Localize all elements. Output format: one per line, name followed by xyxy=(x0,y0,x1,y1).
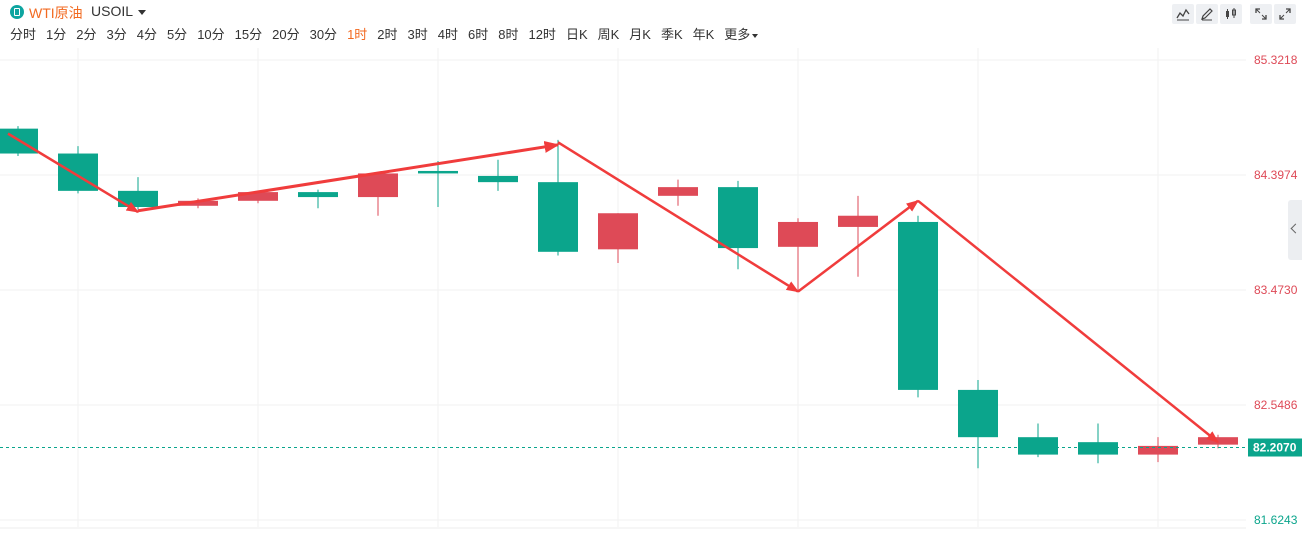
candle-body xyxy=(598,213,638,250)
symbol-code[interactable]: USOIL xyxy=(91,3,134,19)
candle-body xyxy=(238,192,278,201)
chevron-down-icon xyxy=(752,33,759,38)
period-tab[interactable]: 8时 xyxy=(498,27,519,42)
candle-body xyxy=(538,182,578,252)
period-tab[interactable]: 周K xyxy=(597,27,620,42)
period-tab[interactable]: 月K xyxy=(629,27,651,42)
period-tab[interactable]: 日K xyxy=(565,27,588,42)
candle-body xyxy=(1138,445,1178,455)
fullscreen-icon[interactable] xyxy=(1250,4,1272,24)
period-tab[interactable]: 分时 xyxy=(10,27,37,42)
candle-body xyxy=(1078,442,1118,455)
more-periods-label: 更多 xyxy=(724,27,751,42)
period-tab[interactable]: 1分 xyxy=(46,27,67,42)
candle-body xyxy=(898,221,938,390)
indicator-icon[interactable] xyxy=(1172,4,1194,24)
period-tab[interactable]: 1时 xyxy=(347,27,368,42)
period-tab[interactable]: 2分 xyxy=(76,27,97,42)
period-tab[interactable]: 10分 xyxy=(197,27,225,42)
candle-body xyxy=(658,187,698,196)
candle-body xyxy=(178,200,218,206)
chevron-down-icon[interactable] xyxy=(138,10,146,15)
more-periods-button[interactable]: 更多 xyxy=(724,26,759,46)
current-price-label: 82.2070 xyxy=(1253,441,1297,455)
period-tab[interactable]: 15分 xyxy=(234,27,263,42)
trend-arrow xyxy=(917,199,1219,444)
period-tabs: 分时 1分 2分 3分 4分 5分 10分 15分 20分 30分 1时 2时 3时 4时 6时 8时 12时日… xyxy=(10,26,768,46)
period-tab[interactable]: 5分 xyxy=(166,27,188,42)
candle-body xyxy=(418,170,458,174)
trend-arrow xyxy=(797,199,919,293)
candle-body xyxy=(478,175,518,183)
period-tab[interactable]: 4时 xyxy=(437,27,458,42)
trend-arrow xyxy=(137,140,560,213)
draw-icon[interactable] xyxy=(1196,4,1218,24)
current-price-tag xyxy=(1248,438,1302,457)
candle-body xyxy=(838,215,878,227)
period-tab[interactable]: 3时 xyxy=(407,27,428,42)
candle-body xyxy=(718,187,758,249)
price-axis-label: 83.4730 xyxy=(1254,283,1298,297)
symbol-header: WTI原油 USOIL xyxy=(0,0,1302,24)
candle-body xyxy=(958,389,998,438)
period-tab[interactable]: 2时 xyxy=(377,27,398,42)
period-tab[interactable]: 季K xyxy=(660,27,683,42)
candle-body xyxy=(298,192,338,198)
period-tab[interactable]: 年K xyxy=(692,27,715,42)
period-tab[interactable]: 12时 xyxy=(528,27,556,42)
period-tab[interactable]: 3分 xyxy=(106,27,127,42)
price-axis-label: 85.3218 xyxy=(1254,53,1298,67)
price-axis-label: 82.5486 xyxy=(1254,398,1298,412)
period-tab[interactable]: 6时 xyxy=(468,27,489,42)
price-axis-label: 81.6243 xyxy=(1254,513,1298,527)
period-tab[interactable]: 4分 xyxy=(136,27,157,42)
trend-arrow xyxy=(557,141,800,293)
candle-body xyxy=(1018,437,1058,455)
expand-icon[interactable] xyxy=(1274,4,1296,24)
price-axis-label: 84.3974 xyxy=(1254,168,1298,182)
symbol-name[interactable]: WTI原油 xyxy=(29,5,83,21)
period-tab[interactable]: 30分 xyxy=(309,27,338,42)
symbol-icon xyxy=(10,5,24,19)
candle-type-icon[interactable] xyxy=(1220,4,1242,24)
period-tab[interactable]: 20分 xyxy=(272,27,300,42)
collapse-panel-tab[interactable] xyxy=(1288,200,1302,260)
trend-arrow xyxy=(7,132,140,214)
candle-body xyxy=(358,173,398,198)
candle-body xyxy=(778,221,818,247)
